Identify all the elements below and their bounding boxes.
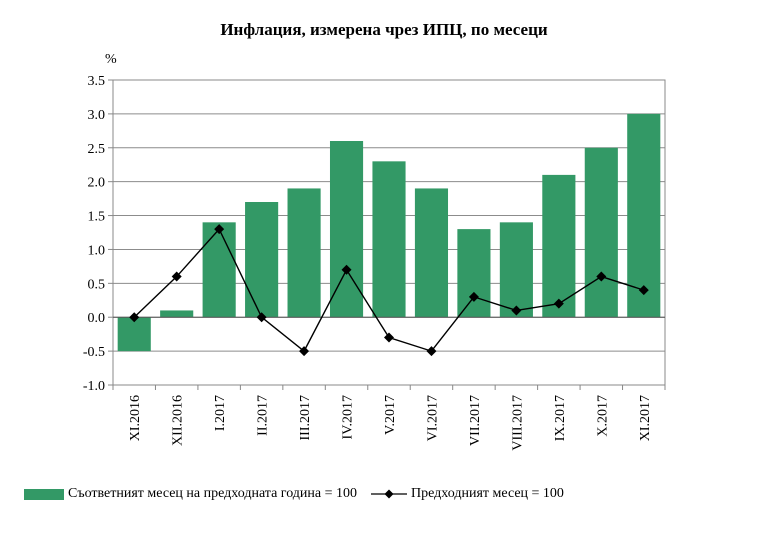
y-tick-label: 3.0 xyxy=(88,108,106,123)
x-tick-label: III.2017 xyxy=(298,395,313,441)
bar xyxy=(627,113,661,318)
x-tick-label: IX.2017 xyxy=(553,395,568,441)
x-tick-label: VI.2017 xyxy=(425,395,440,441)
bar xyxy=(372,161,406,318)
line-series xyxy=(129,224,649,357)
legend-swatch-bars xyxy=(24,488,64,500)
x-tick-labels: XI.2016 XII.2016 I.2017 II.2017 III.2017 IV.2… xyxy=(128,395,653,451)
line-point xyxy=(129,312,140,323)
x-tick-label: IV.2017 xyxy=(341,395,356,439)
chart-title: Инфлация, измерена чрез ИПЦ, по месеци xyxy=(220,20,548,39)
x-tick-label: V.2017 xyxy=(383,395,398,435)
legend: Съответният месец на предходната година … xyxy=(24,484,578,504)
line-point xyxy=(596,271,607,282)
x-tick-label: X.2017 xyxy=(595,395,610,437)
line-point xyxy=(214,224,225,235)
bar xyxy=(542,174,576,318)
y-tick-label: 0.0 xyxy=(88,311,106,326)
bar xyxy=(117,317,151,352)
y-tick-label: 3.5 xyxy=(88,74,106,89)
bar xyxy=(245,202,279,318)
chart: % 3.5 3.0 2.5 2.0 1.5 1.0 0.5 0.0 -0.5 -1.0 XI.20… xyxy=(83,52,666,451)
y-tick-label: 1.5 xyxy=(88,210,106,225)
y-tick-label: -1.0 xyxy=(83,379,105,394)
bar xyxy=(414,188,449,318)
bar-series xyxy=(117,113,661,352)
legend-item-line: Предходният месец = 100 xyxy=(371,486,564,502)
legend-swatch-line xyxy=(371,489,408,499)
bar xyxy=(160,310,194,318)
bar xyxy=(499,222,533,318)
x-tick-label: VIII.2017 xyxy=(510,395,525,451)
line-point xyxy=(468,291,479,302)
x-tick-label: I.2017 xyxy=(213,395,228,431)
x-tick-label: XI.2017 xyxy=(638,395,653,441)
line-point xyxy=(256,312,267,323)
bar xyxy=(457,229,491,318)
line-point xyxy=(426,346,437,357)
legend-label-bars: Съответният месец на предходната година … xyxy=(68,486,358,501)
line-point xyxy=(511,305,522,316)
line-point xyxy=(299,346,310,357)
y-tick-label: -0.5 xyxy=(83,345,105,360)
bar xyxy=(287,188,321,318)
line-point xyxy=(384,332,394,343)
x-tick-label: XI.2016 xyxy=(128,395,143,441)
plot-frame xyxy=(112,79,666,386)
y-axis-unit-label: % xyxy=(105,52,117,67)
line-point xyxy=(638,285,649,296)
bar xyxy=(584,147,618,318)
y-tick-label: 2.0 xyxy=(88,176,106,191)
y-tick-label: 0.5 xyxy=(88,277,106,292)
line-point xyxy=(171,271,182,282)
y-tick-label: 2.5 xyxy=(88,142,106,157)
axes xyxy=(108,79,666,390)
y-tick-label: 1.0 xyxy=(88,243,106,258)
x-tick-label: VII.2017 xyxy=(468,395,483,446)
legend-item-bars: Съответният месец на предходната година … xyxy=(24,486,357,502)
x-tick-label: XII.2016 xyxy=(171,395,186,446)
line-point xyxy=(553,298,564,309)
x-tick-label: II.2017 xyxy=(256,395,271,436)
bar xyxy=(202,222,236,318)
y-tick-labels: 3.5 3.0 2.5 2.0 1.5 1.0 0.5 0.0 -0.5 -1.0 xyxy=(83,74,105,394)
legend-label-line: Предходният месец = 100 xyxy=(411,486,564,501)
line-point xyxy=(341,264,352,275)
